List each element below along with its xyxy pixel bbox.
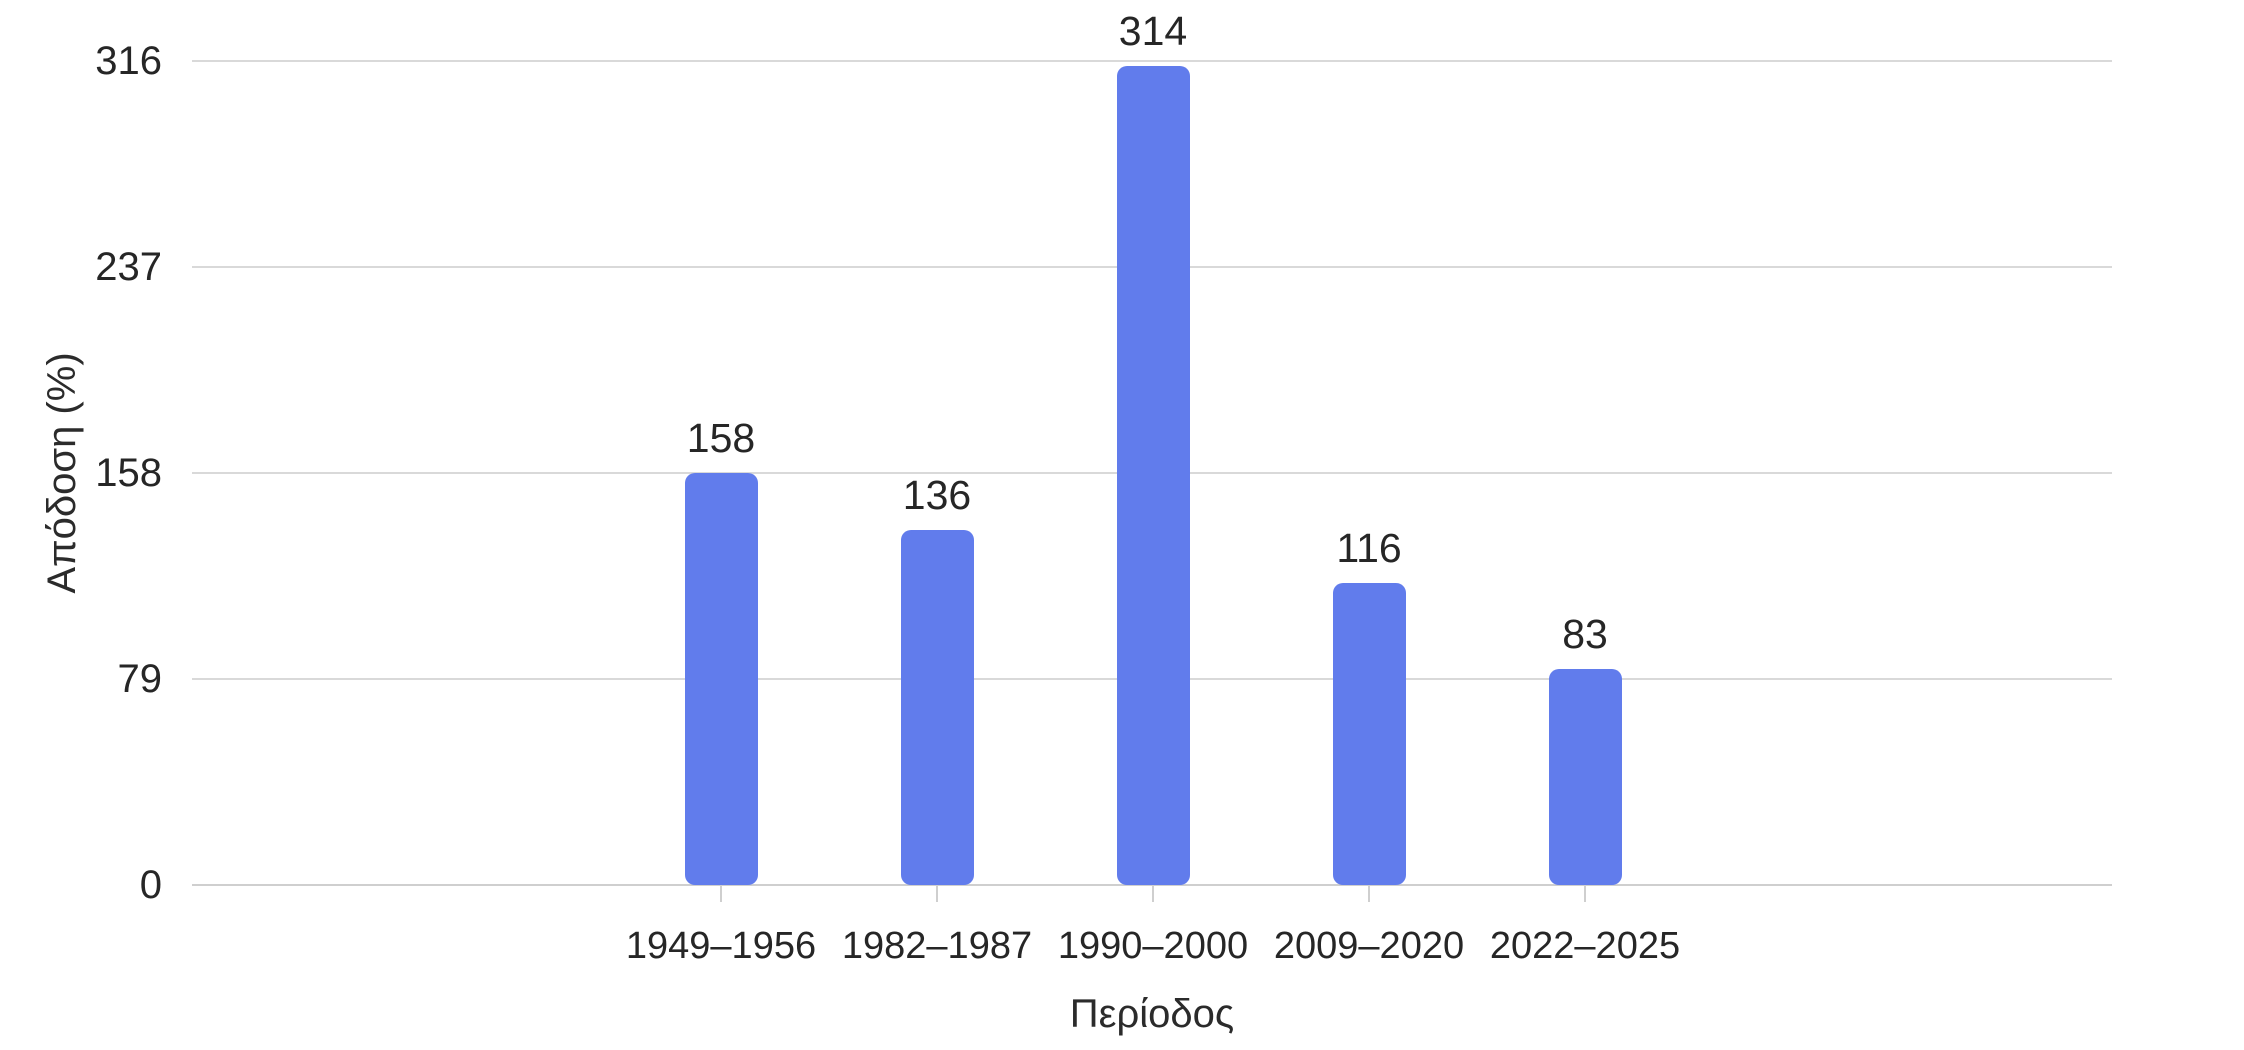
x-tick-label: 2009–2020 (1273, 925, 1465, 967)
bar-value-label: 83 (1562, 610, 1608, 657)
x-tick-mark (1368, 886, 1370, 902)
x-tick-mark (936, 886, 938, 902)
bar (1548, 668, 1622, 885)
bar (684, 473, 758, 885)
bar-value-label: 136 (902, 472, 972, 519)
bar-value-label: 314 (1118, 8, 1188, 55)
bar (1116, 66, 1190, 885)
gridline (192, 60, 2112, 62)
x-tick-label: 1982–1987 (841, 925, 1033, 967)
x-tick-mark (720, 886, 722, 902)
y-tick-label: 237 (95, 245, 162, 289)
x-tick-mark (1152, 886, 1154, 902)
x-tick-label: 1949–1956 (625, 925, 817, 967)
bar-value-label: 158 (686, 415, 756, 461)
x-axis-line (192, 884, 2112, 886)
x-tick-label: 1990–2000 (1057, 925, 1249, 967)
y-tick-label: 79 (117, 657, 163, 701)
y-tick-label: 316 (95, 39, 162, 83)
bar (900, 530, 974, 885)
x-tick-label: 2022–2025 (1489, 925, 1681, 967)
y-tick-label: 158 (95, 451, 162, 495)
x-tick-mark (1584, 886, 1586, 902)
bar (1332, 582, 1406, 885)
x-axis-title: Περίοδος (1069, 992, 1235, 1036)
bar-value-label: 116 (1336, 524, 1402, 571)
y-tick-label: 0 (139, 863, 162, 907)
